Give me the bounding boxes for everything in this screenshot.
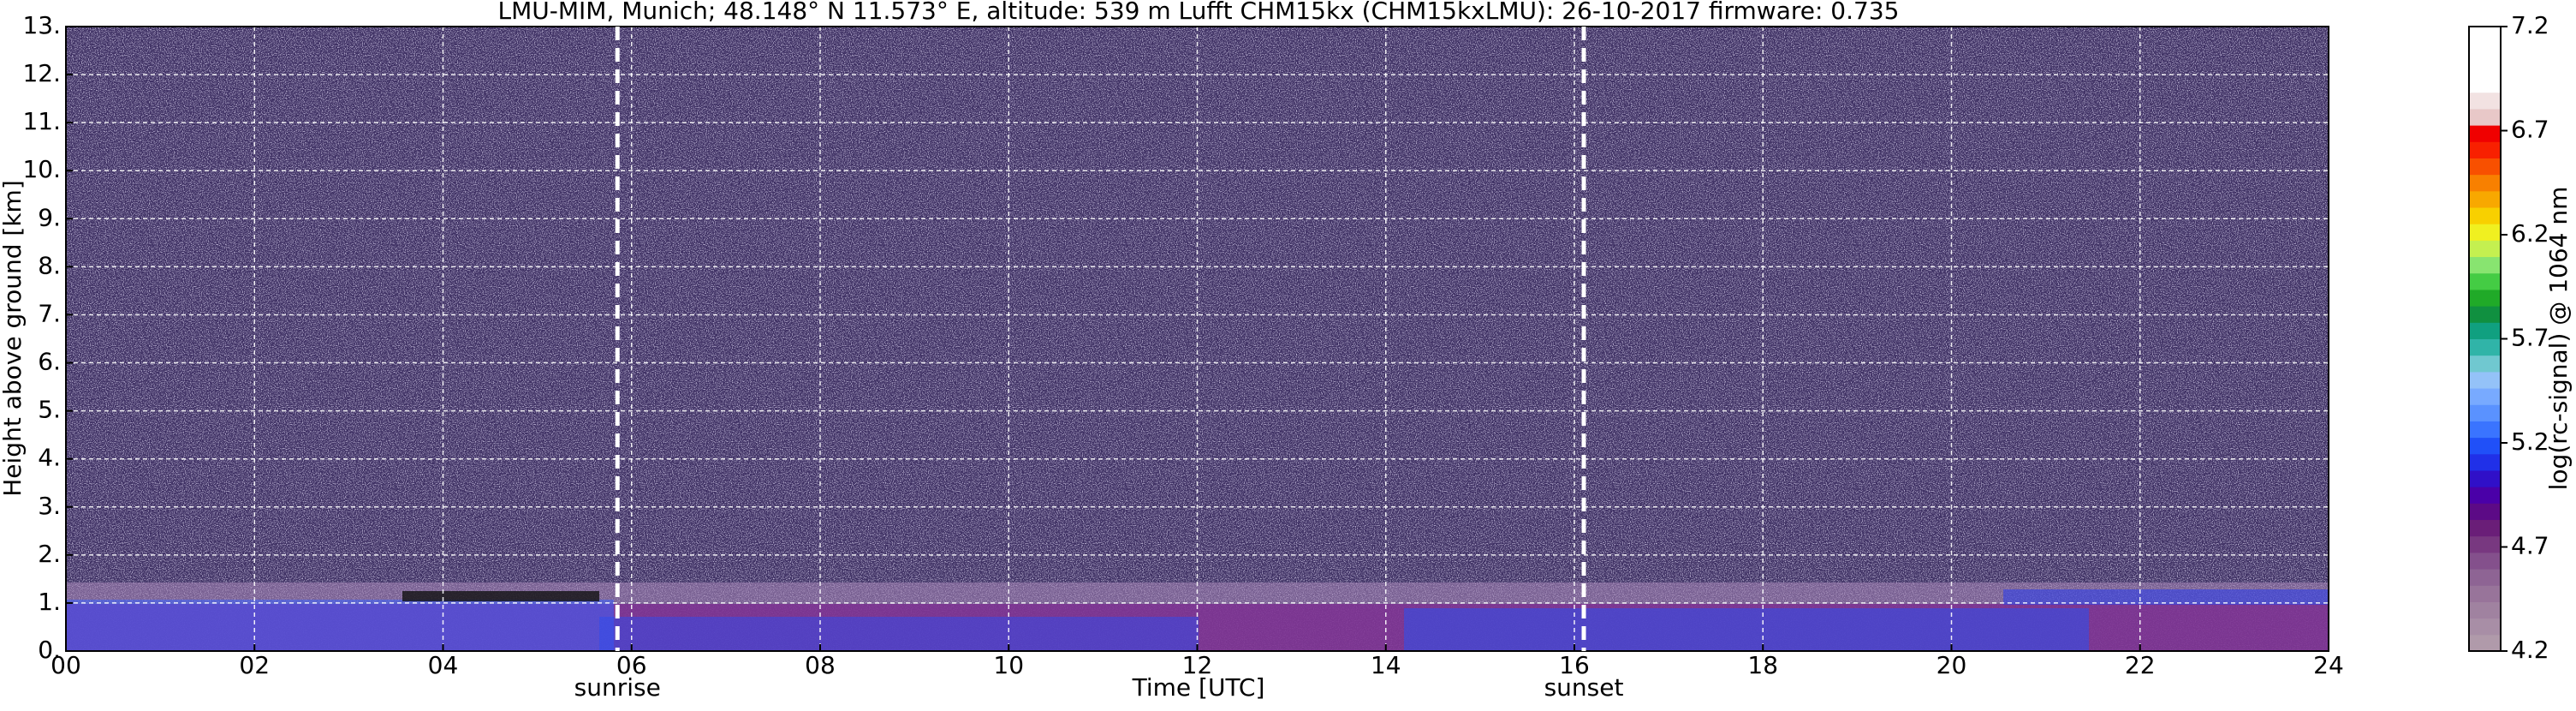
colorbar-swatch <box>2469 125 2501 142</box>
colorbar-swatch <box>2469 59 2501 77</box>
x-tick-label: 20 <box>1936 651 1967 679</box>
x-tick-label: 04 <box>428 651 459 679</box>
colorbar-swatch <box>2469 437 2501 455</box>
colorbar-swatch <box>2469 421 2501 439</box>
colorbar-swatch <box>2469 388 2501 405</box>
colorbar-swatch <box>2469 256 2501 274</box>
colorbar-swatch <box>2469 27 2501 44</box>
colorbar-swatch <box>2469 469 2501 487</box>
x-tick-label: 22 <box>2125 651 2156 679</box>
colorbar-swatch <box>2469 453 2501 471</box>
colorbar-swatch <box>2469 174 2501 192</box>
colorbar-swatch <box>2469 371 2501 389</box>
chart-title: LMU-MIM, Munich; 48.148° N 11.573° E, al… <box>498 0 1900 25</box>
x-tick-label: 18 <box>1747 651 1778 679</box>
x-axis-label: Time [UTC] <box>1132 673 1265 702</box>
y-tick-label: 3. <box>38 492 61 520</box>
annotation-label: sunrise <box>574 673 661 702</box>
colorbar-swatch <box>2469 322 2501 339</box>
colorbar-tick-label: 4.7 <box>2511 532 2549 560</box>
y-axis-label: Height above ground [km] <box>0 180 27 497</box>
colorbar-tick-label: 5.7 <box>2511 324 2549 352</box>
x-tick-label: 00 <box>51 651 81 679</box>
colorbar-swatch <box>2469 569 2501 586</box>
colorbar-swatch <box>2469 535 2501 553</box>
colorbar-swatch <box>2469 207 2501 224</box>
colorbar-swatch <box>2469 519 2501 537</box>
colorbar-swatch <box>2469 92 2501 110</box>
colorbar-swatch <box>2469 289 2501 307</box>
colorbar-swatch <box>2469 240 2501 258</box>
colorbar-swatch <box>2469 306 2501 323</box>
x-tick-label: 12 <box>1182 651 1213 679</box>
y-tick-label: 12. <box>22 59 61 87</box>
x-tick-label: 14 <box>1371 651 1401 679</box>
y-tick-label: 8. <box>38 251 61 279</box>
colorbar-swatch <box>2469 355 2501 373</box>
y-tick-label: 0. <box>38 636 61 664</box>
colorbar-tick-label: 6.2 <box>2511 219 2549 248</box>
y-tick-label: 2. <box>38 540 61 568</box>
y-tick-label: 1. <box>38 588 61 616</box>
colorbar-swatch <box>2469 503 2501 521</box>
colorbar-swatch <box>2469 585 2501 602</box>
colorbar-swatch <box>2469 108 2501 126</box>
morning-layer <box>599 617 1199 651</box>
y-tick-label: 5. <box>38 396 61 424</box>
y-tick-label: 6. <box>38 348 61 376</box>
colorbar-swatch <box>2469 487 2501 504</box>
y-tick-label: 10. <box>22 155 61 183</box>
y-tick-label: 7. <box>38 299 61 327</box>
colorbar-swatch <box>2469 404 2501 421</box>
evening-layer <box>1404 608 2089 651</box>
x-tick-label: 16 <box>1559 651 1590 679</box>
colorbar-swatch <box>2469 224 2501 241</box>
x-tick-label: 08 <box>805 651 836 679</box>
x-tick-label: 10 <box>993 651 1024 679</box>
colorbar-swatch <box>2469 634 2501 652</box>
colorbar-swatch <box>2469 43 2501 60</box>
colorbar-swatch <box>2469 338 2501 356</box>
colorbar-tick-label: 6.7 <box>2511 116 2549 144</box>
colorbar-tick-label: 4.2 <box>2511 636 2549 664</box>
y-tick-label: 9. <box>38 203 61 231</box>
colorbar-swatch <box>2469 601 2501 619</box>
y-tick-label: 11. <box>22 107 61 135</box>
annotation-label: sunset <box>1544 673 1624 702</box>
colorbar-label: log(rc-signal) @ 1064 nm <box>2544 187 2573 491</box>
night-layer-top <box>402 591 599 601</box>
night-layer <box>66 600 614 651</box>
y-tick-label: 13. <box>22 11 61 39</box>
x-tick-label: 24 <box>2313 651 2344 679</box>
colorbar-swatch <box>2469 158 2501 176</box>
colorbar-tick-label: 7.2 <box>2511 11 2549 39</box>
colorbar-swatch <box>2469 618 2501 636</box>
colorbar-swatch <box>2469 190 2501 208</box>
colorbar-tick-label: 5.2 <box>2511 427 2549 456</box>
colorbar-swatch <box>2469 75 2501 93</box>
y-tick-label: 4. <box>38 444 61 472</box>
x-tick-label: 06 <box>616 651 647 679</box>
x-tick-label: 02 <box>239 651 270 679</box>
evening-top-layer <box>2003 589 2329 605</box>
colorbar-swatch <box>2469 552 2501 570</box>
colorbar-swatch <box>2469 272 2501 290</box>
colorbar-swatch <box>2469 141 2501 158</box>
